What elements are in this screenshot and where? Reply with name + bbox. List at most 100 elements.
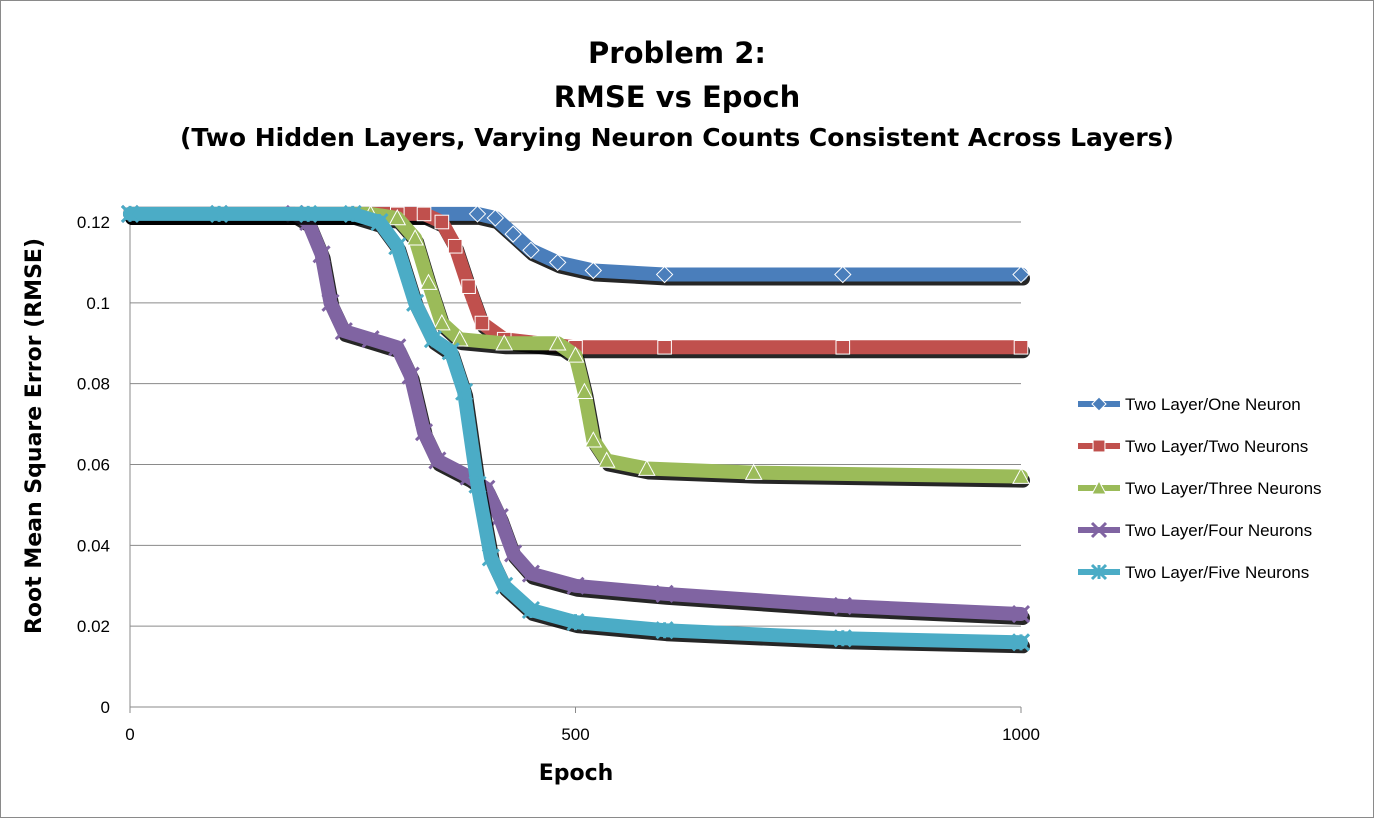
data-point	[334, 322, 353, 341]
legend-marker	[1090, 521, 1108, 539]
data-point	[1013, 339, 1029, 355]
y-tick-label: 0.02	[77, 617, 110, 636]
data-point	[434, 214, 450, 230]
data-point	[584, 261, 603, 280]
x-axis-title: Epoch	[539, 761, 614, 786]
data-point	[450, 330, 469, 347]
data-point	[468, 205, 487, 223]
legend: Two Layer/One Neuron Two Layer/Two Neuron…	[1078, 395, 1322, 582]
legend-marker	[1091, 479, 1107, 495]
data-point	[1011, 633, 1031, 652]
y-tick-label: 0.06	[77, 456, 110, 475]
data-point	[210, 204, 229, 223]
data-point	[406, 293, 425, 312]
y-tick-label: 0.08	[77, 375, 110, 394]
legend-label: Two Layer/One Neuron	[1125, 395, 1301, 414]
data-point	[1012, 265, 1030, 284]
data-point	[321, 293, 340, 312]
data-point	[361, 330, 380, 349]
data-point	[548, 334, 567, 351]
data-point	[744, 463, 763, 480]
data-point	[423, 330, 443, 349]
data-point	[441, 342, 460, 361]
series-layer	[120, 204, 1031, 654]
y-tick-label: 0.04	[77, 536, 110, 555]
legend-marker	[1090, 563, 1108, 581]
data-point	[370, 212, 389, 232]
data-point	[388, 237, 407, 256]
chart-title-line-1: Problem 2:	[588, 36, 766, 70]
legend-label: Two Layer/Three Neurons	[1125, 479, 1322, 498]
data-point	[597, 451, 616, 468]
x-tick-label: 1000	[1002, 725, 1040, 744]
chart-title-line-3: (Two Hidden Layers, Varying Neuron Count…	[180, 123, 1174, 152]
y-axis-title: Root Mean Square Error (RMSE)	[22, 238, 47, 634]
data-point	[401, 366, 420, 385]
data-point	[433, 313, 451, 331]
chart-title-line-2: RMSE vs Epoch	[553, 80, 801, 114]
data-point	[481, 548, 500, 567]
data-point	[343, 204, 362, 223]
legend-item-1: Two Layer/One Neuron	[1078, 395, 1301, 414]
data-point	[461, 279, 476, 294]
data-point	[468, 475, 487, 494]
data-point	[833, 596, 852, 616]
data-point	[428, 451, 447, 470]
data-point	[655, 265, 674, 284]
data-point	[655, 584, 674, 603]
data-point	[548, 253, 567, 272]
data-point	[834, 265, 852, 284]
data-point	[120, 204, 140, 223]
data-point	[1011, 604, 1031, 624]
data-point	[495, 334, 514, 351]
tick-labels: 0 0.02 0.04 0.06 0.08 0.1 0.12 0 500 1000	[77, 213, 1040, 744]
data-point	[455, 382, 474, 401]
data-point	[637, 459, 656, 476]
y-tick-label: 0.12	[77, 213, 110, 232]
data-point	[447, 238, 463, 254]
legend-marker	[1092, 439, 1106, 453]
legend-item-3: Two Layer/Three Neurons	[1078, 479, 1322, 498]
legend-item-2: Two Layer/Two Neurons	[1078, 437, 1308, 456]
data-point	[474, 315, 490, 331]
legend-marker	[1091, 396, 1107, 412]
series-5	[120, 204, 1031, 654]
legend-label: Two Layer/Four Neurons	[1125, 521, 1312, 540]
data-point	[388, 338, 407, 357]
y-tick-label: 0	[101, 698, 110, 717]
legend-item-5: Two Layer/Five Neurons	[1078, 563, 1309, 582]
y-tick-label: 0.1	[86, 294, 110, 313]
axes	[129, 222, 1022, 713]
data-point	[833, 629, 852, 648]
data-point	[566, 576, 585, 595]
data-point	[566, 346, 585, 363]
data-point	[835, 339, 851, 355]
data-point	[657, 339, 672, 355]
data-point	[584, 431, 603, 448]
data-point	[388, 208, 407, 226]
data-point	[1012, 467, 1030, 484]
x-tick-label: 0	[125, 725, 134, 744]
data-point	[312, 245, 331, 264]
data-point	[419, 273, 438, 290]
data-point	[522, 241, 540, 259]
data-point	[504, 544, 523, 563]
x-tick-label: 500	[561, 725, 589, 744]
data-point	[495, 576, 514, 595]
data-point	[521, 600, 541, 620]
data-point	[655, 621, 674, 640]
data-point	[566, 613, 585, 632]
legend-label: Two Layer/Five Neurons	[1125, 563, 1309, 582]
data-point	[521, 564, 541, 583]
legend-label: Two Layer/Two Neurons	[1125, 437, 1308, 456]
data-point	[575, 382, 594, 400]
series-line	[123, 206, 1028, 650]
data-point	[490, 507, 509, 527]
data-point	[486, 209, 505, 227]
legend-item-4: Two Layer/Four Neurons	[1078, 521, 1312, 540]
data-point	[414, 423, 434, 442]
data-point	[406, 229, 424, 246]
data-point	[504, 225, 522, 243]
